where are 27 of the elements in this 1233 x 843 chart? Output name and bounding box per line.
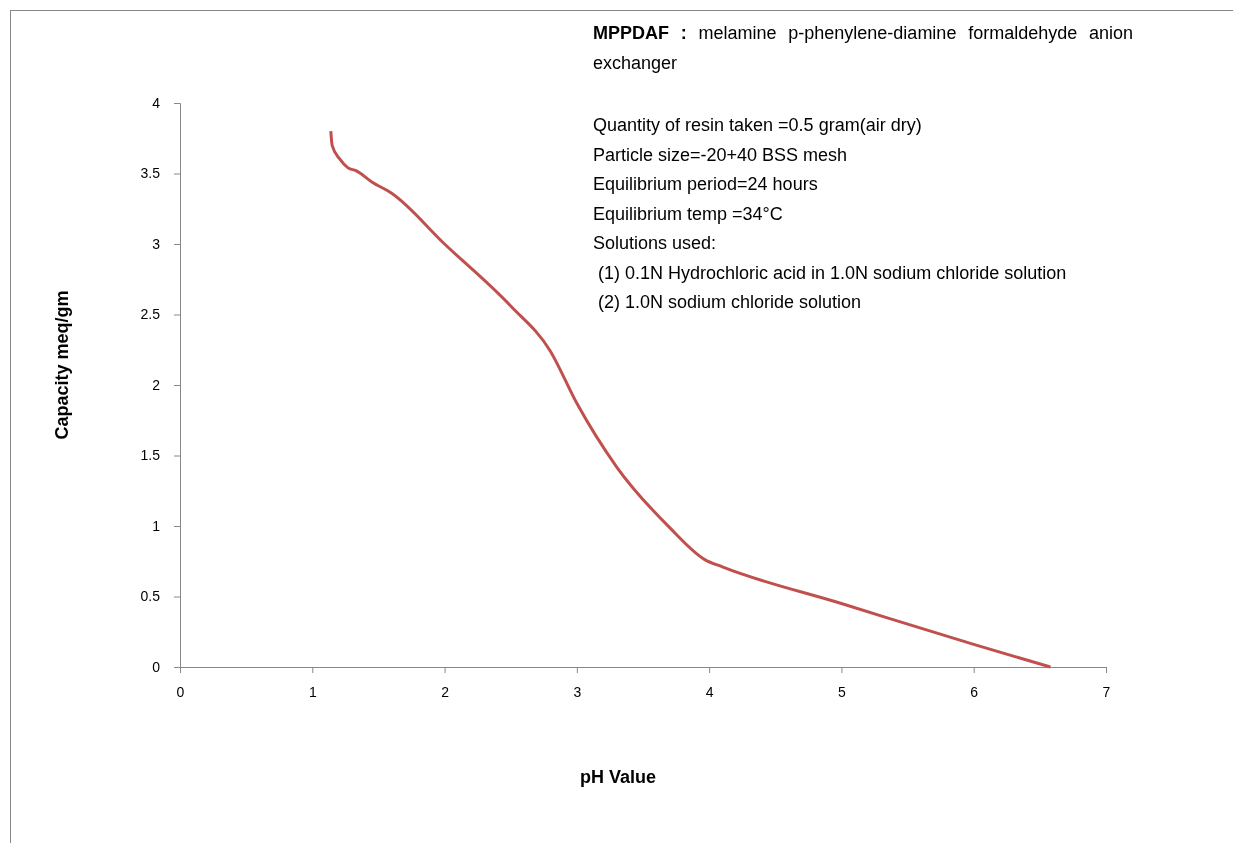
y-tick-label: 3.5 (140, 165, 161, 182)
x-tick-label: 4 (705, 683, 714, 700)
x-tick-label: 1 (308, 683, 317, 700)
y-tick-label: 0 (152, 658, 161, 675)
x-tick-label: 7 (1102, 683, 1111, 700)
annotation: Equilibrium period=24 hours (593, 174, 818, 195)
x-tick-label: 5 (838, 683, 847, 700)
annotation: Particle size=-20+40 BSS mesh (593, 144, 848, 166)
y-tick-label: 2.5 (140, 306, 161, 323)
y-tick-label: 0.5 (140, 588, 161, 605)
y-axis-title: Capacity meq/gm (52, 290, 72, 440)
x-tick-label: 0 (176, 683, 185, 700)
text: MPPDAF : melamine p-phenylene-diamine formaldehyde anion exchanger (593, 23, 1133, 73)
y-tick-label: 4 (152, 94, 161, 111)
y-tick-label: 1 (152, 517, 161, 534)
annotation: (2) 1.0N sodium chloride solution (597, 292, 862, 313)
annotation: (1) 0.1N Hydrochloric acid in 1.0N sodium chloride solution (597, 262, 1067, 284)
annotation: Solutions used: (593, 233, 717, 254)
y-tick-label: 1.5 (140, 447, 161, 464)
x-tick-label: 2 (441, 683, 450, 700)
x-axis-title: pH Value (579, 767, 657, 787)
x-tick-label: 6 (970, 683, 979, 700)
annotation: Quantity of resin taken =0.5 gram(air dry) (593, 115, 922, 136)
y-tick-label: 3 (152, 235, 161, 252)
x-tick-label: 3 (573, 683, 582, 700)
annotation: Equilibrium temp =34°C (593, 203, 783, 225)
y-tick-label: 2 (152, 376, 161, 393)
